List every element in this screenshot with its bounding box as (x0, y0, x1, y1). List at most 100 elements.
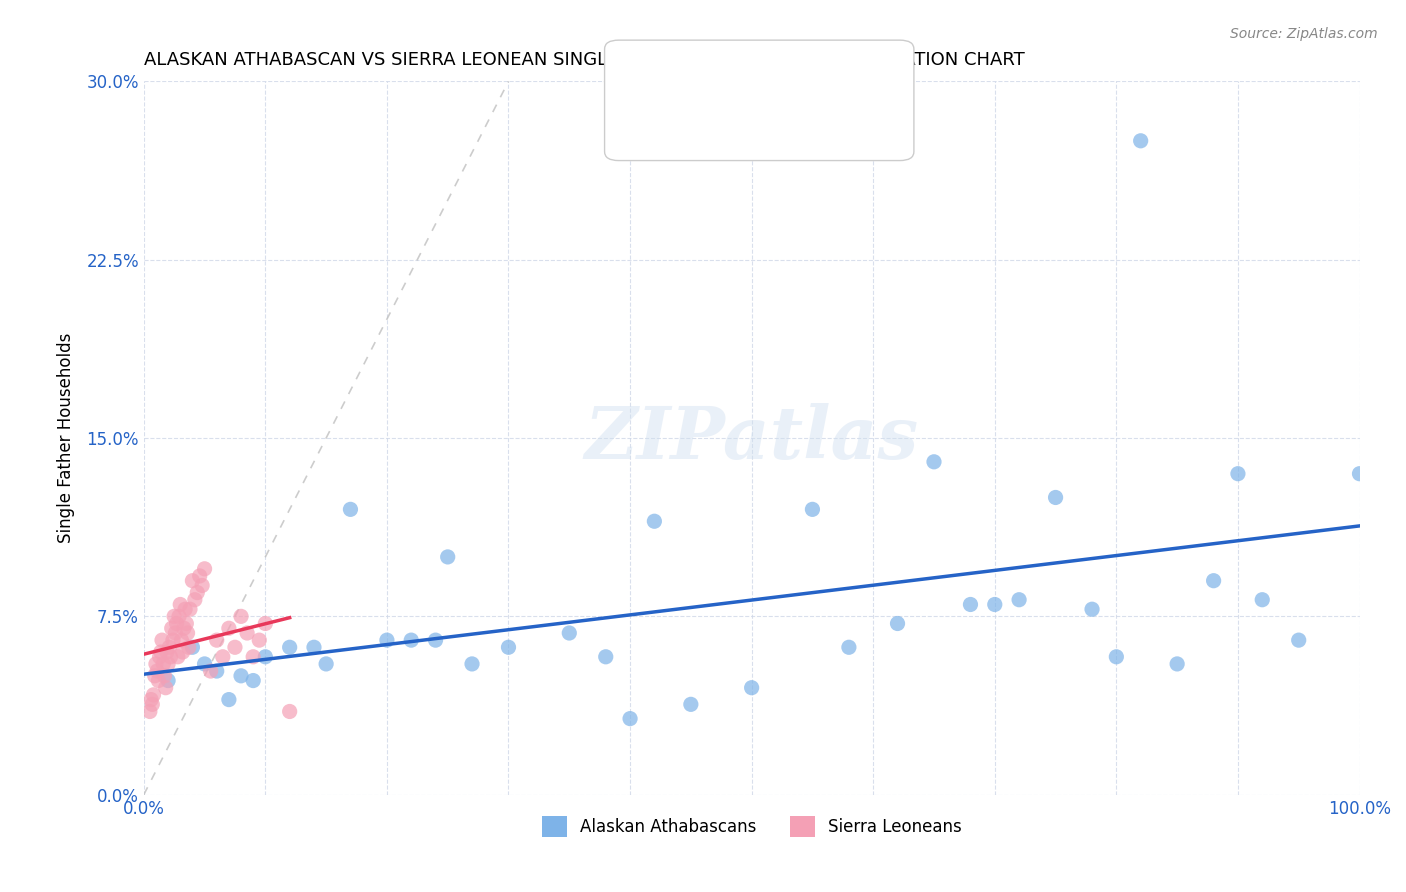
Point (254, 616, 277, 631)
Point (1251, 592, 1274, 607)
Point (176, 626, 198, 640)
Point (205, 664, 228, 678)
Point (177, 640, 200, 655)
Point (558, 626, 581, 640)
Text: R = 0.544: R = 0.544 (675, 100, 758, 118)
Point (173, 621, 195, 635)
Point (1202, 574, 1225, 588)
Point (141, 698, 163, 712)
Y-axis label: Single Father Households: Single Father Households (58, 333, 75, 543)
Point (218, 621, 240, 635)
Point (1081, 602, 1104, 616)
Text: N = 51: N = 51 (787, 100, 849, 118)
Point (174, 602, 197, 616)
Point (741, 681, 763, 695)
Point (156, 645, 179, 659)
Point (145, 657, 167, 671)
Point (149, 645, 172, 659)
Point (254, 649, 277, 664)
Bar (626, 101, 665, 129)
Point (247, 633, 270, 648)
Point (170, 633, 193, 648)
Point (218, 692, 240, 706)
Point (643, 514, 665, 528)
Text: N = 41: N = 41 (787, 64, 849, 82)
Point (399, 633, 422, 648)
Point (153, 669, 176, 683)
Text: ZIPatlas: ZIPatlas (585, 402, 918, 474)
Point (619, 712, 641, 726)
Point (302, 640, 325, 655)
Point (165, 626, 187, 640)
Point (181, 574, 204, 588)
Point (801, 502, 824, 516)
Point (498, 640, 520, 655)
Point (236, 626, 259, 640)
Text: R = 0.606: R = 0.606 (675, 64, 758, 82)
Point (146, 664, 169, 678)
Point (1226, 467, 1249, 481)
Point (886, 616, 908, 631)
Text: Source: ZipAtlas.com: Source: ZipAtlas.com (1230, 27, 1378, 41)
Point (193, 657, 215, 671)
Point (163, 609, 186, 624)
Point (1045, 491, 1067, 505)
Point (436, 549, 458, 564)
Point (155, 681, 177, 695)
Point (1008, 592, 1031, 607)
Point (679, 698, 702, 712)
Text: ALASKAN ATHABASCAN VS SIERRA LEONEAN SINGLE FATHER HOUSEHOLDS CORRELATION CHART: ALASKAN ATHABASCAN VS SIERRA LEONEAN SIN… (143, 51, 1025, 69)
Point (150, 633, 173, 648)
Point (224, 640, 246, 655)
Legend: Alaskan Athabascans, Sierra Leoneans: Alaskan Athabascans, Sierra Leoneans (534, 810, 969, 844)
Point (167, 609, 190, 624)
Point (229, 609, 252, 624)
Point (157, 640, 180, 655)
Point (172, 645, 194, 659)
Point (242, 649, 264, 664)
Point (157, 657, 180, 671)
Point (1105, 649, 1128, 664)
Point (166, 616, 188, 631)
Point (176, 616, 198, 631)
Point (179, 602, 201, 616)
Point (278, 705, 301, 719)
Point (160, 621, 183, 635)
Point (595, 649, 617, 664)
Point (211, 649, 233, 664)
Point (922, 455, 945, 469)
Point (205, 633, 228, 648)
Point (186, 585, 208, 599)
Point (461, 657, 484, 671)
Point (143, 669, 166, 683)
Point (139, 692, 162, 706)
Point (1166, 657, 1188, 671)
Point (229, 669, 252, 683)
Point (166, 649, 188, 664)
Point (959, 598, 981, 612)
Bar (626, 65, 665, 94)
Point (193, 562, 215, 576)
Point (188, 569, 211, 583)
Point (181, 640, 204, 655)
Point (242, 673, 264, 688)
Point (1348, 467, 1371, 481)
Point (139, 705, 162, 719)
Point (162, 633, 184, 648)
Point (152, 657, 174, 671)
Point (159, 649, 181, 664)
Point (425, 633, 447, 648)
Point (184, 592, 207, 607)
Point (200, 664, 222, 678)
Point (1129, 134, 1152, 148)
Point (339, 502, 361, 516)
Point (149, 649, 172, 664)
Point (1288, 633, 1310, 648)
Point (142, 688, 165, 702)
Point (157, 673, 180, 688)
Point (315, 657, 337, 671)
Point (191, 578, 214, 592)
Point (278, 640, 301, 655)
Point (169, 598, 191, 612)
Point (375, 633, 398, 648)
